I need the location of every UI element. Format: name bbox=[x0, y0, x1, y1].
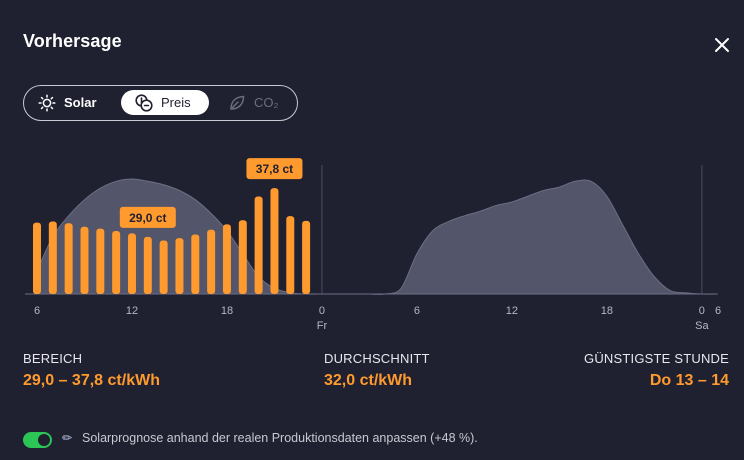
close-button[interactable] bbox=[710, 33, 734, 57]
price-bar-16 bbox=[191, 234, 200, 294]
price-badge-label-1: 37,8 ct bbox=[256, 162, 293, 176]
price-badge-1 bbox=[246, 158, 303, 180]
x-tick-label-0: 6 bbox=[34, 305, 40, 317]
toggle-knob bbox=[38, 434, 50, 446]
range-value: 29,0 – 37,8 ct/kWh bbox=[23, 372, 160, 389]
x-tick-label-4: 6 bbox=[414, 305, 420, 317]
solar-area-day2 bbox=[321, 179, 718, 295]
tab-preis-label: Preis bbox=[161, 95, 191, 110]
cheapest-hour-value: Do 13 – 14 bbox=[649, 372, 729, 389]
price-bar-8 bbox=[64, 223, 73, 294]
price-bar-20 bbox=[254, 196, 263, 294]
price-bar-14 bbox=[159, 240, 168, 294]
sun-icon bbox=[38, 93, 56, 112]
close-icon bbox=[715, 38, 729, 52]
cheapest-hour-label: GÜNSTIGSTE STUNDE bbox=[584, 351, 729, 366]
price-bar-19 bbox=[238, 220, 247, 294]
x-tick-label-5: 12 bbox=[506, 305, 518, 317]
page-title: Vorhersage bbox=[23, 31, 122, 51]
pencil-icon: ✏ bbox=[62, 431, 73, 445]
average-value: 32,0 ct/kWh bbox=[324, 372, 413, 389]
range-label: BEREICH bbox=[23, 351, 83, 366]
price-bar-23 bbox=[302, 220, 311, 294]
tab-co2[interactable]: CO₂ bbox=[228, 90, 294, 115]
x-tick-label-7: 0 bbox=[699, 305, 705, 317]
average-label: DURCHSCHNITT bbox=[324, 351, 430, 366]
price-badge-0 bbox=[119, 206, 176, 228]
price-bar-18 bbox=[222, 224, 231, 294]
x-tick-label-8: 6 bbox=[715, 305, 721, 317]
price-bar-11 bbox=[112, 230, 121, 294]
price-bar-22 bbox=[286, 216, 295, 294]
price-badge-label-0: 29,0 ct bbox=[129, 211, 166, 225]
coins-icon bbox=[135, 93, 153, 112]
x-tick-sub-3: Fr bbox=[317, 320, 328, 332]
tab-solar-label: Solar bbox=[64, 95, 97, 110]
tab-solar[interactable]: Solar bbox=[38, 90, 126, 115]
x-tick-label-6: 18 bbox=[601, 305, 613, 317]
x-tick-sub-7: Sa bbox=[695, 320, 709, 332]
price-bar-13 bbox=[143, 236, 152, 294]
tab-co2-label: CO₂ bbox=[254, 95, 279, 110]
forecast-type-switch: Solar Preis CO₂ bbox=[23, 85, 298, 121]
x-tick-label-3: 0 bbox=[319, 305, 325, 317]
price-bar-12 bbox=[127, 233, 136, 294]
solar-adjust-text: Solarprognose anhand der realen Produkti… bbox=[82, 431, 478, 445]
leaf-icon bbox=[230, 95, 245, 110]
price-bar-10 bbox=[96, 228, 105, 294]
price-bar-15 bbox=[175, 238, 184, 294]
tab-preis[interactable]: Preis bbox=[121, 90, 209, 115]
forecast-chart: 29,0 ct 37,8 ct 6 12 18 0 Fr 6 12 18 0 Sa 6 bbox=[25, 158, 721, 332]
x-tick-label-1: 12 bbox=[126, 305, 138, 317]
price-bar-17 bbox=[207, 229, 216, 294]
price-bar-9 bbox=[80, 226, 89, 294]
price-bar-6 bbox=[33, 222, 41, 294]
price-bar-7 bbox=[48, 221, 57, 294]
x-tick-label-2: 18 bbox=[221, 305, 233, 317]
solar-adjust-toggle[interactable] bbox=[23, 432, 52, 448]
price-bar-21 bbox=[270, 188, 279, 294]
